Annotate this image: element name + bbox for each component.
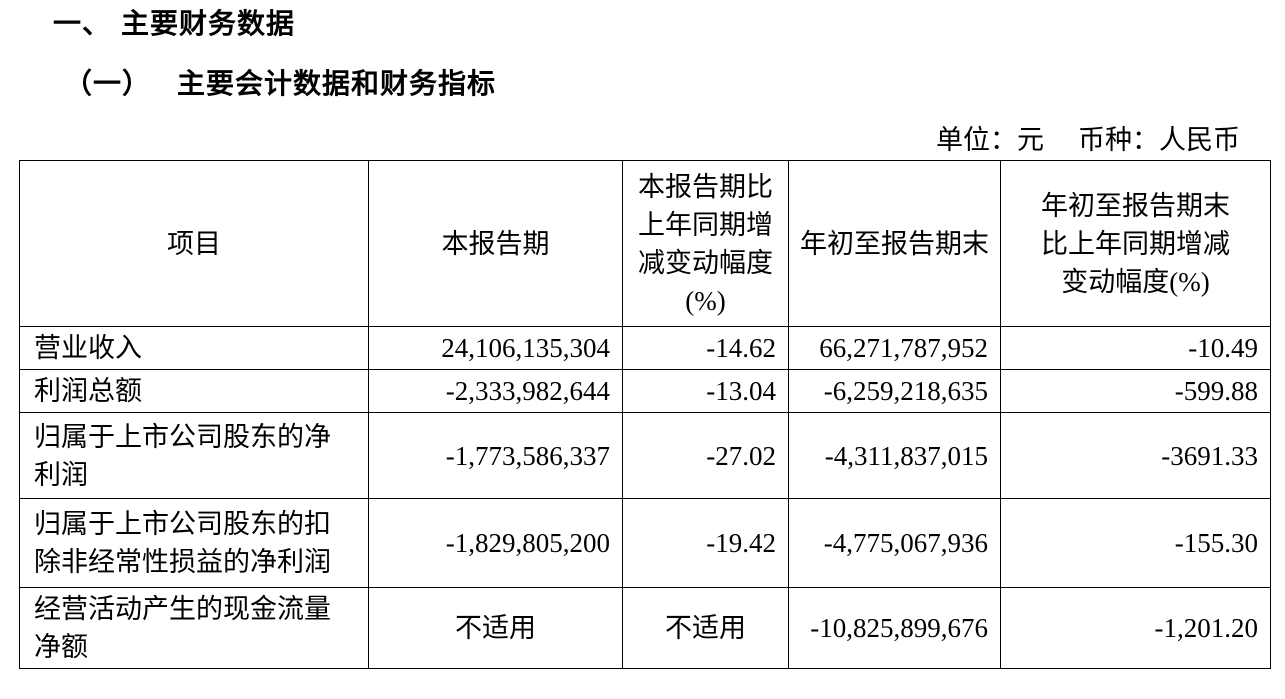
cell-value: -13.04 — [622, 369, 789, 413]
cell-value: -1,829,805,200 — [368, 498, 623, 588]
subsection-number: （一） — [64, 69, 152, 100]
header-row: 项目 本报告期 本报告期比 上年同期增 减变动幅度 (%) 年初至报告期末 年初… — [19, 160, 1271, 327]
cell-value: -6,259,218,635 — [788, 369, 1001, 413]
table-row: 营业收入 24,106,135,304 -14.62 66,271,787,95… — [19, 326, 1271, 370]
financial-data-table: 项目 本报告期 本报告期比 上年同期增 减变动幅度 (%) 年初至报告期末 年初… — [19, 160, 1271, 669]
column-header-item: 项目 — [19, 160, 369, 327]
cell-value: 不适用 — [368, 587, 623, 669]
cell-value: -155.30 — [1000, 498, 1271, 588]
row-label: 归属于上市公司股东的净 利润 — [19, 412, 369, 499]
cell-value: -19.42 — [622, 498, 789, 588]
cell-value: -3691.33 — [1000, 412, 1271, 499]
unit-note: 单位：元 币种：人民币 — [19, 124, 1270, 156]
column-header-current-period: 本报告期 — [368, 160, 623, 327]
row-label: 营业收入 — [19, 326, 369, 370]
table-row: 归属于上市公司股东的净 利润 -1,773,586,337 -27.02 -4,… — [19, 412, 1271, 499]
table-row: 利润总额 -2,333,982,644 -13.04 -6,259,218,63… — [19, 369, 1271, 413]
cell-value: -14.62 — [622, 326, 789, 370]
currency-label: 币种：人民币 — [1078, 125, 1240, 155]
cell-value: -10.49 — [1000, 326, 1271, 370]
cell-value: 66,271,787,952 — [788, 326, 1001, 370]
row-label: 归属于上市公司股东的扣 除非经常性损益的净利润 — [19, 498, 369, 588]
cell-value: -4,775,067,936 — [788, 498, 1001, 588]
cell-value: -27.02 — [622, 412, 789, 499]
cell-value: 不适用 — [622, 587, 789, 669]
table-row: 归属于上市公司股东的扣 除非经常性损益的净利润 -1,829,805,200 -… — [19, 498, 1271, 588]
unit-label: 单位：元 — [936, 125, 1044, 155]
column-header-ytd: 年初至报告期末 — [788, 160, 1001, 327]
subsection-heading: （一） 主要会计数据和财务指标 — [64, 68, 1285, 102]
subsection-title: 主要会计数据和财务指标 — [177, 69, 497, 100]
section-heading: 一、 主要财务数据 — [53, 8, 1285, 42]
row-label: 利润总额 — [19, 369, 369, 413]
section-title: 主要财务数据 — [121, 9, 296, 40]
table-row: 经营活动产生的现金流量 净额 不适用 不适用 -10,825,899,676 -… — [19, 587, 1271, 669]
cell-value: -2,333,982,644 — [368, 369, 623, 413]
cell-value: -1,201.20 — [1000, 587, 1271, 669]
cell-value: -599.88 — [1000, 369, 1271, 413]
cell-value: -10,825,899,676 — [788, 587, 1001, 669]
cell-value: -1,773,586,337 — [368, 412, 623, 499]
column-header-ytd-change: 年初至报告期末 比上年同期增减 变动幅度(%) — [1000, 160, 1271, 327]
row-label: 经营活动产生的现金流量 净额 — [19, 587, 369, 669]
cell-value: -4,311,837,015 — [788, 412, 1001, 499]
section-number: 一、 — [53, 9, 112, 40]
cell-value: 24,106,135,304 — [368, 326, 623, 370]
column-header-current-period-change: 本报告期比 上年同期增 减变动幅度 (%) — [622, 160, 789, 327]
